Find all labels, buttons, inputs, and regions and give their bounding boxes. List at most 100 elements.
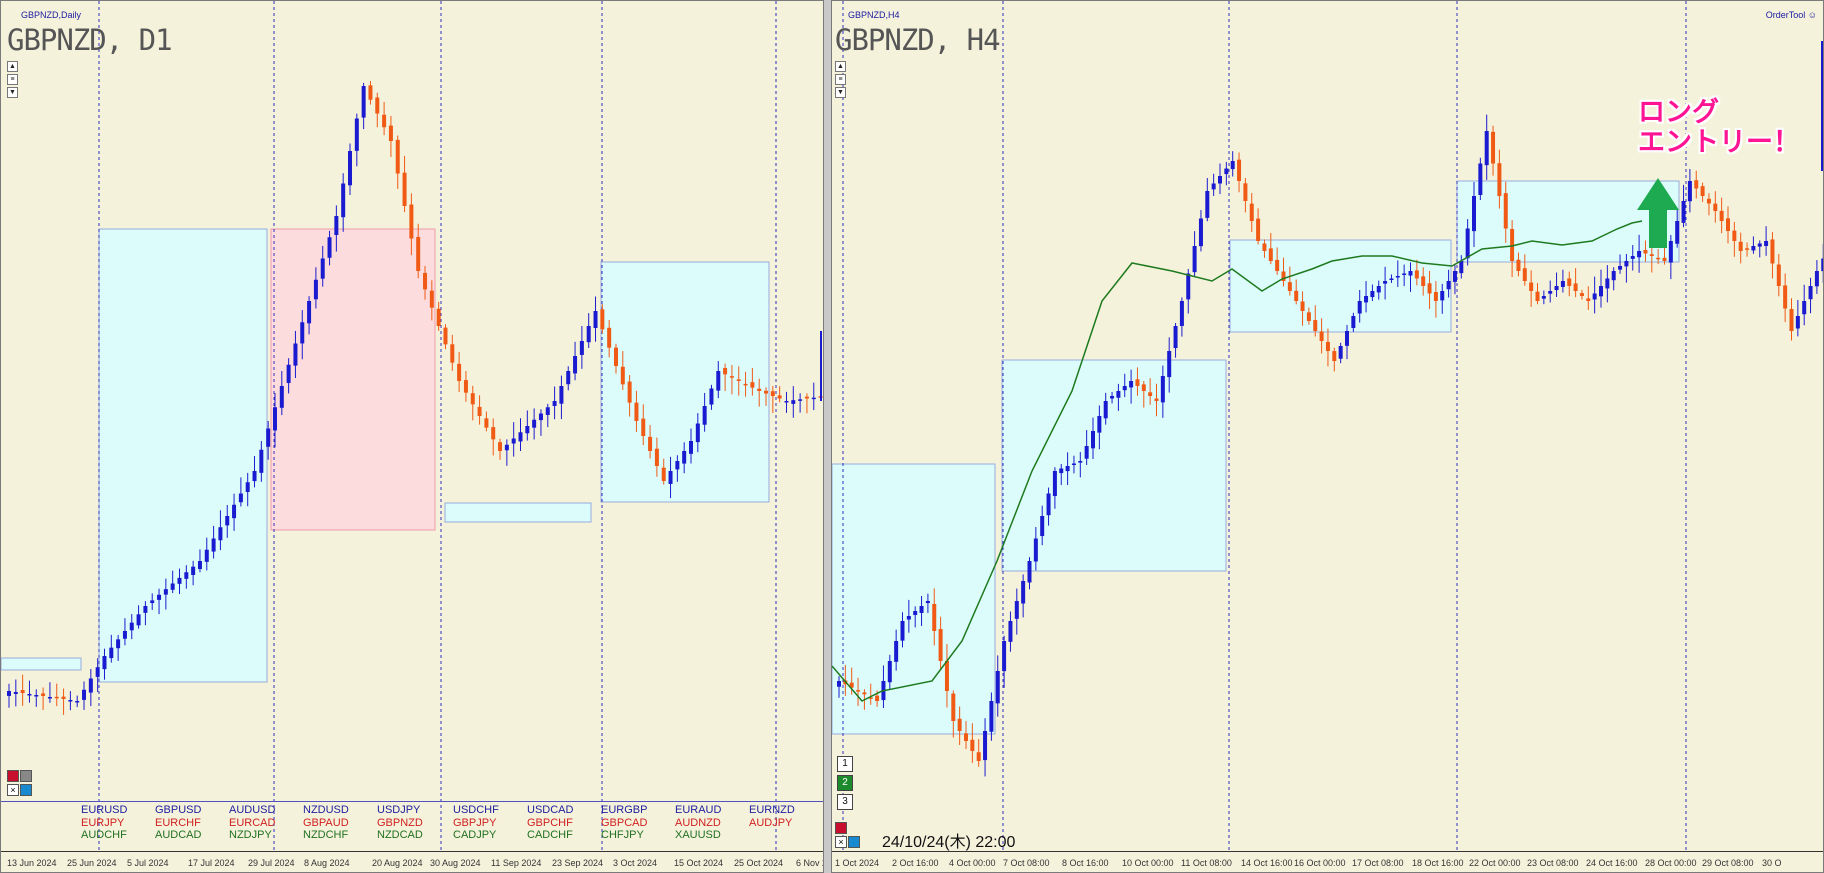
currency-pair-link[interactable]: NZDCHF [303,829,349,841]
currency-pair-link[interactable]: NZDUSD [303,804,349,816]
h4-candle-body [1452,271,1457,282]
panel-blue-icon[interactable] [20,784,32,796]
daily-candle-body [334,216,339,235]
h4-candle-body [1630,256,1635,259]
h4-candle-body [837,681,841,687]
h4-candle-body [1179,301,1184,326]
daily-candle-body [150,600,155,604]
close-panel-icon[interactable]: × [835,836,847,848]
currency-pair-link[interactable]: GBPCAD [601,816,648,829]
range-box [1229,239,1452,333]
currency-pair-link[interactable]: EURUSD [81,804,128,816]
minimize-icon[interactable] [7,770,19,782]
h4-candle-body [1478,163,1483,195]
currency-pair-link[interactable]: EURCHF [155,816,201,829]
currency-pair-link[interactable]: GBPNZD [377,816,423,829]
x-axis-tick-label: 2 Oct 16:00 [892,858,939,868]
h4-candle-body [1535,291,1540,301]
currency-pair-link[interactable]: EURNZD [749,804,795,816]
currency-pair-link[interactable]: GBPCHF [527,816,573,829]
timeframe-button-2[interactable]: 2 [837,775,853,791]
daily-candle-body [457,363,462,381]
h4-candle-body [1662,257,1667,261]
daily-candle-body [327,237,332,258]
scroll-up-icon[interactable]: ▲ [835,61,846,72]
currency-pair-link[interactable]: CHFJPY [601,829,644,841]
h4-candle-body [1732,230,1737,241]
h4-candle-body [1592,293,1597,300]
h4-candle-body [1579,293,1584,296]
h4-candle-body [1668,241,1673,263]
scroll-down-icon[interactable]: ▼ [7,87,18,98]
timeframe-button-1[interactable]: 1 [837,756,853,772]
daily-chart-window[interactable]: GBPNZD,Daily GBPNZD, D1 ▲ ≡ ▼ × EURUSD EU… [0,0,824,873]
scroll-mid-icon[interactable]: ≡ [835,74,846,85]
daily-candle-body [654,448,659,466]
h4-candle-body [1154,398,1159,401]
daily-candle-body [27,694,32,696]
h4-candle-body [1776,264,1781,286]
daily-candle-body [668,471,673,484]
daily-candle-body [579,341,584,355]
h4-candle-body [1300,301,1305,311]
currency-pair-link[interactable]: EURGBP [601,804,648,816]
currency-pair-link[interactable]: AUDUSD [229,804,276,816]
currency-pair-link[interactable]: EURAUD [675,804,722,816]
daily-price-chart[interactable] [1,1,824,873]
currency-pair-link[interactable]: USDCAD [527,804,574,816]
currency-pair-link[interactable]: GBPJPY [453,816,497,829]
h4-candle-body [1516,259,1521,271]
h4-candle-body [1770,239,1775,264]
sell-zone-box [270,228,436,531]
h4-candle-body [1433,292,1438,301]
h4-candle-body [1706,198,1711,204]
h4-candle-body [1237,159,1242,181]
x-axis-tick-label: 30 Aug 2024 [430,858,481,868]
x-axis-tick-label: 29 Oct 08:00 [1702,858,1754,868]
currency-pair-link[interactable]: CADJPY [453,829,497,841]
h4-candle-body [1440,291,1445,301]
currency-pair-link[interactable]: GBPAUD [303,816,349,829]
h4-candle-body [1376,286,1381,293]
scroll-mid-icon[interactable]: ≡ [7,74,18,85]
currency-pair-link[interactable]: XAUUSD [675,829,721,841]
minimize-icon[interactable] [835,822,847,834]
daily-candle-body [320,258,325,279]
x-axis-tick-label: 29 Jul 2024 [248,858,295,868]
currency-pair-link[interactable]: GBPUSD [155,804,202,816]
currency-pair-link[interactable]: AUDCAD [155,829,202,841]
currency-pair-link[interactable]: USDJPY [377,804,421,816]
daily-candle-body [538,413,543,421]
panel-blue-icon[interactable] [848,836,860,848]
currency-pair-link[interactable]: USDCHF [453,804,499,816]
currency-pair-link[interactable]: CADCHF [527,829,573,841]
h4-candle-body [856,690,861,692]
currency-pair-link[interactable]: NZDJPY [229,829,272,841]
panel-gray-icon[interactable] [20,770,32,782]
h4-chart-window[interactable]: GBPNZD,H4 GBPNZD, H4 OrderTool ☺ ▲ ≡ ▼ ロ… [831,0,1824,873]
daily-candle-body [716,371,721,391]
currency-pair-link[interactable]: AUDNZD [675,816,721,829]
scroll-down-icon[interactable]: ▼ [835,87,846,98]
h4-candle-body [1370,291,1375,298]
order-tool-label[interactable]: OrderTool ☺ [1766,10,1817,20]
h4-candle-body [1205,191,1210,218]
x-axis-tick-label: 17 Jul 2024 [188,858,235,868]
timeframe-button-3[interactable]: 3 [837,794,853,810]
daily-candle-body [764,390,769,394]
x-axis-tick-label: 17 Oct 08:00 [1352,858,1404,868]
h4-candle-body [1116,391,1121,398]
currency-pair-link[interactable]: EURJPY [81,816,125,829]
h4-chart-title: GBPNZD, H4 [835,23,1001,57]
h4-candle-body [1249,203,1254,221]
currency-pair-link[interactable]: AUDCHF [81,829,127,841]
scroll-up-icon[interactable]: ▲ [7,61,18,72]
currency-pair-link[interactable]: AUDJPY [749,816,793,829]
h4-candle-body [1751,246,1756,251]
close-panel-icon[interactable]: × [7,784,19,796]
currency-pair-link[interactable]: NZDCAD [377,829,423,841]
h4-price-chart[interactable] [832,1,1824,873]
currency-pair-link[interactable]: EURCAD [229,816,276,829]
daily-candle-body [402,172,407,206]
range-box [600,261,770,503]
